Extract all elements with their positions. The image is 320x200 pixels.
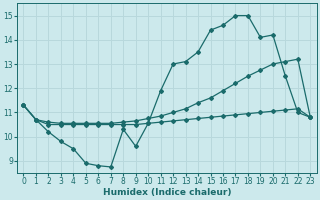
X-axis label: Humidex (Indice chaleur): Humidex (Indice chaleur) bbox=[103, 188, 231, 197]
